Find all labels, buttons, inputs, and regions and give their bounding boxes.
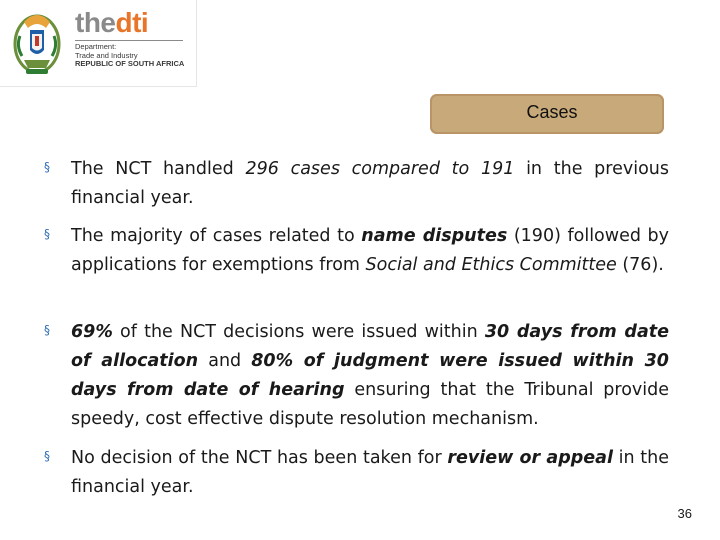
bullet-segment: 30 days from date of allocation	[71, 322, 669, 371]
bullet-segment: The majority of cases related to	[71, 226, 362, 246]
title-pill: Cases	[430, 94, 664, 134]
bullet-segment: in the previous financial year.	[71, 159, 669, 208]
bullet-text: No decision of the NCT has been taken fo…	[71, 444, 669, 502]
department-line-3: REPUBLIC OF SOUTH AFRICA	[75, 59, 185, 68]
bullet-marker-icon: §	[44, 160, 50, 174]
bullet-segment: (76).	[616, 255, 664, 275]
dti-logo: thedti Department: Trade and Industry RE…	[0, 0, 197, 87]
bullet-segment: The NCT handled	[71, 159, 246, 179]
bullet-segment: (190) followed by applications for exemp…	[71, 226, 669, 275]
department-text: Department: Trade and Industry REPUBLIC …	[75, 42, 195, 69]
wordmark-dti: dti	[115, 7, 149, 38]
bullet-segment: name disputes	[361, 226, 508, 246]
bullet-segment: No decision of the NCT has been taken fo…	[71, 448, 448, 468]
bullet-text: The NCT handled 296 cases compared to 19…	[71, 155, 669, 213]
bullet-marker-icon: §	[44, 449, 50, 463]
bullet-segment: and	[198, 351, 252, 371]
bullet-segment: review or appeal	[447, 448, 613, 468]
bullet-segment: Social and Ethics Committee	[365, 255, 617, 275]
bullet-marker-icon: §	[44, 323, 50, 337]
bullet-segment: of the NCT decisions were issued within	[112, 322, 485, 342]
bullet-segment: ensuring that the Tribunal provide speed…	[71, 380, 670, 429]
page-number: 36	[677, 506, 692, 521]
bullet-text: 69% of the NCT decisions were issued wit…	[71, 318, 669, 434]
bullet-segment: 69%	[71, 322, 113, 342]
dti-wordmark: thedti	[75, 6, 149, 40]
logo-divider	[75, 40, 183, 41]
coat-of-arms-icon	[13, 14, 61, 74]
bullet-segment: 296 cases compared to 191	[245, 159, 515, 179]
department-line-2: Trade and Industry	[75, 50, 138, 60]
bullet-segment: in the financial year.	[71, 448, 669, 497]
bullet-text: The majority of cases related to name di…	[71, 222, 669, 280]
department-line-1: Department:	[75, 42, 117, 51]
bullet-segment: 80% of judgment were issued within 30 da…	[71, 351, 669, 400]
slide-title: Cases	[526, 102, 578, 122]
bullet-marker-icon: §	[44, 227, 50, 241]
wordmark-the: the	[75, 7, 116, 38]
